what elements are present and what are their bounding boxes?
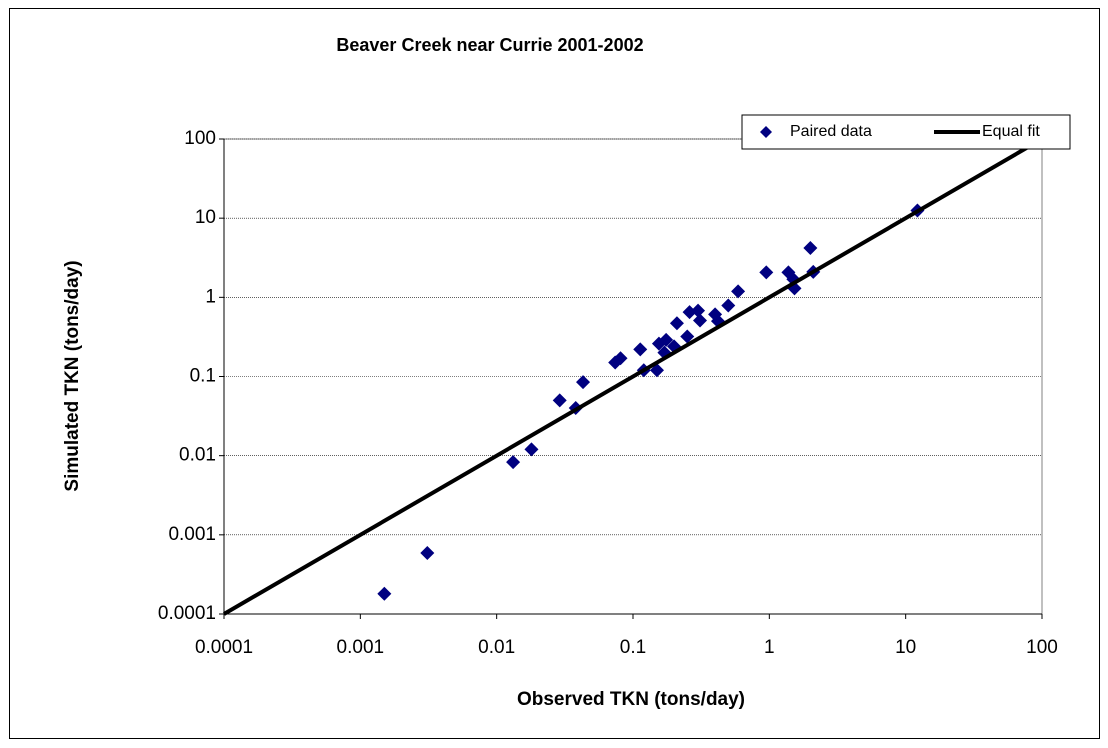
chart-title: Beaver Creek near Currie 2001-2002 [336, 35, 643, 55]
data-point [721, 298, 736, 313]
data-point [659, 332, 674, 347]
legend-marker [760, 126, 772, 138]
y-tick-label: 0.01 [179, 445, 216, 466]
y-tick-label: 0.0001 [158, 603, 216, 624]
y-tick-label: 0.001 [168, 524, 216, 545]
x-tick-label: 0.1 [620, 637, 646, 658]
y-tick-label: 100 [184, 128, 216, 149]
data-point [633, 342, 648, 357]
data-point [680, 329, 695, 344]
data-point [506, 455, 521, 470]
legend-label: Equal fit [982, 123, 1040, 140]
data-point [731, 284, 746, 299]
y-tick-label: 10 [195, 207, 216, 228]
x-tick-label: 0.01 [478, 637, 515, 658]
y-tick-label: 1 [205, 286, 216, 307]
x-tick-label: 0.0001 [195, 637, 253, 658]
data-point [420, 545, 435, 560]
x-tick-label: 100 [1026, 637, 1058, 658]
data-point [552, 393, 567, 408]
data-point [691, 303, 706, 318]
y-axis-label: Simulated TKN (tons/day) [62, 260, 83, 491]
data-point [377, 586, 392, 601]
data-point [576, 375, 591, 390]
legend-label: Paired data [790, 123, 872, 140]
data-point [759, 265, 774, 280]
data-point [613, 351, 628, 366]
fit-line [222, 137, 1044, 616]
x-tick-label: 10 [895, 637, 916, 658]
x-tick-label: 0.001 [337, 637, 385, 658]
data-point [669, 316, 684, 331]
legend-box [741, 114, 1071, 150]
x-tick-label: 1 [764, 637, 775, 658]
data-point [524, 442, 539, 457]
data-point [803, 240, 818, 255]
y-tick-label: 0.1 [190, 366, 216, 387]
x-axis-label: Observed TKN (tons/day) [517, 689, 745, 710]
data-point [692, 313, 707, 328]
